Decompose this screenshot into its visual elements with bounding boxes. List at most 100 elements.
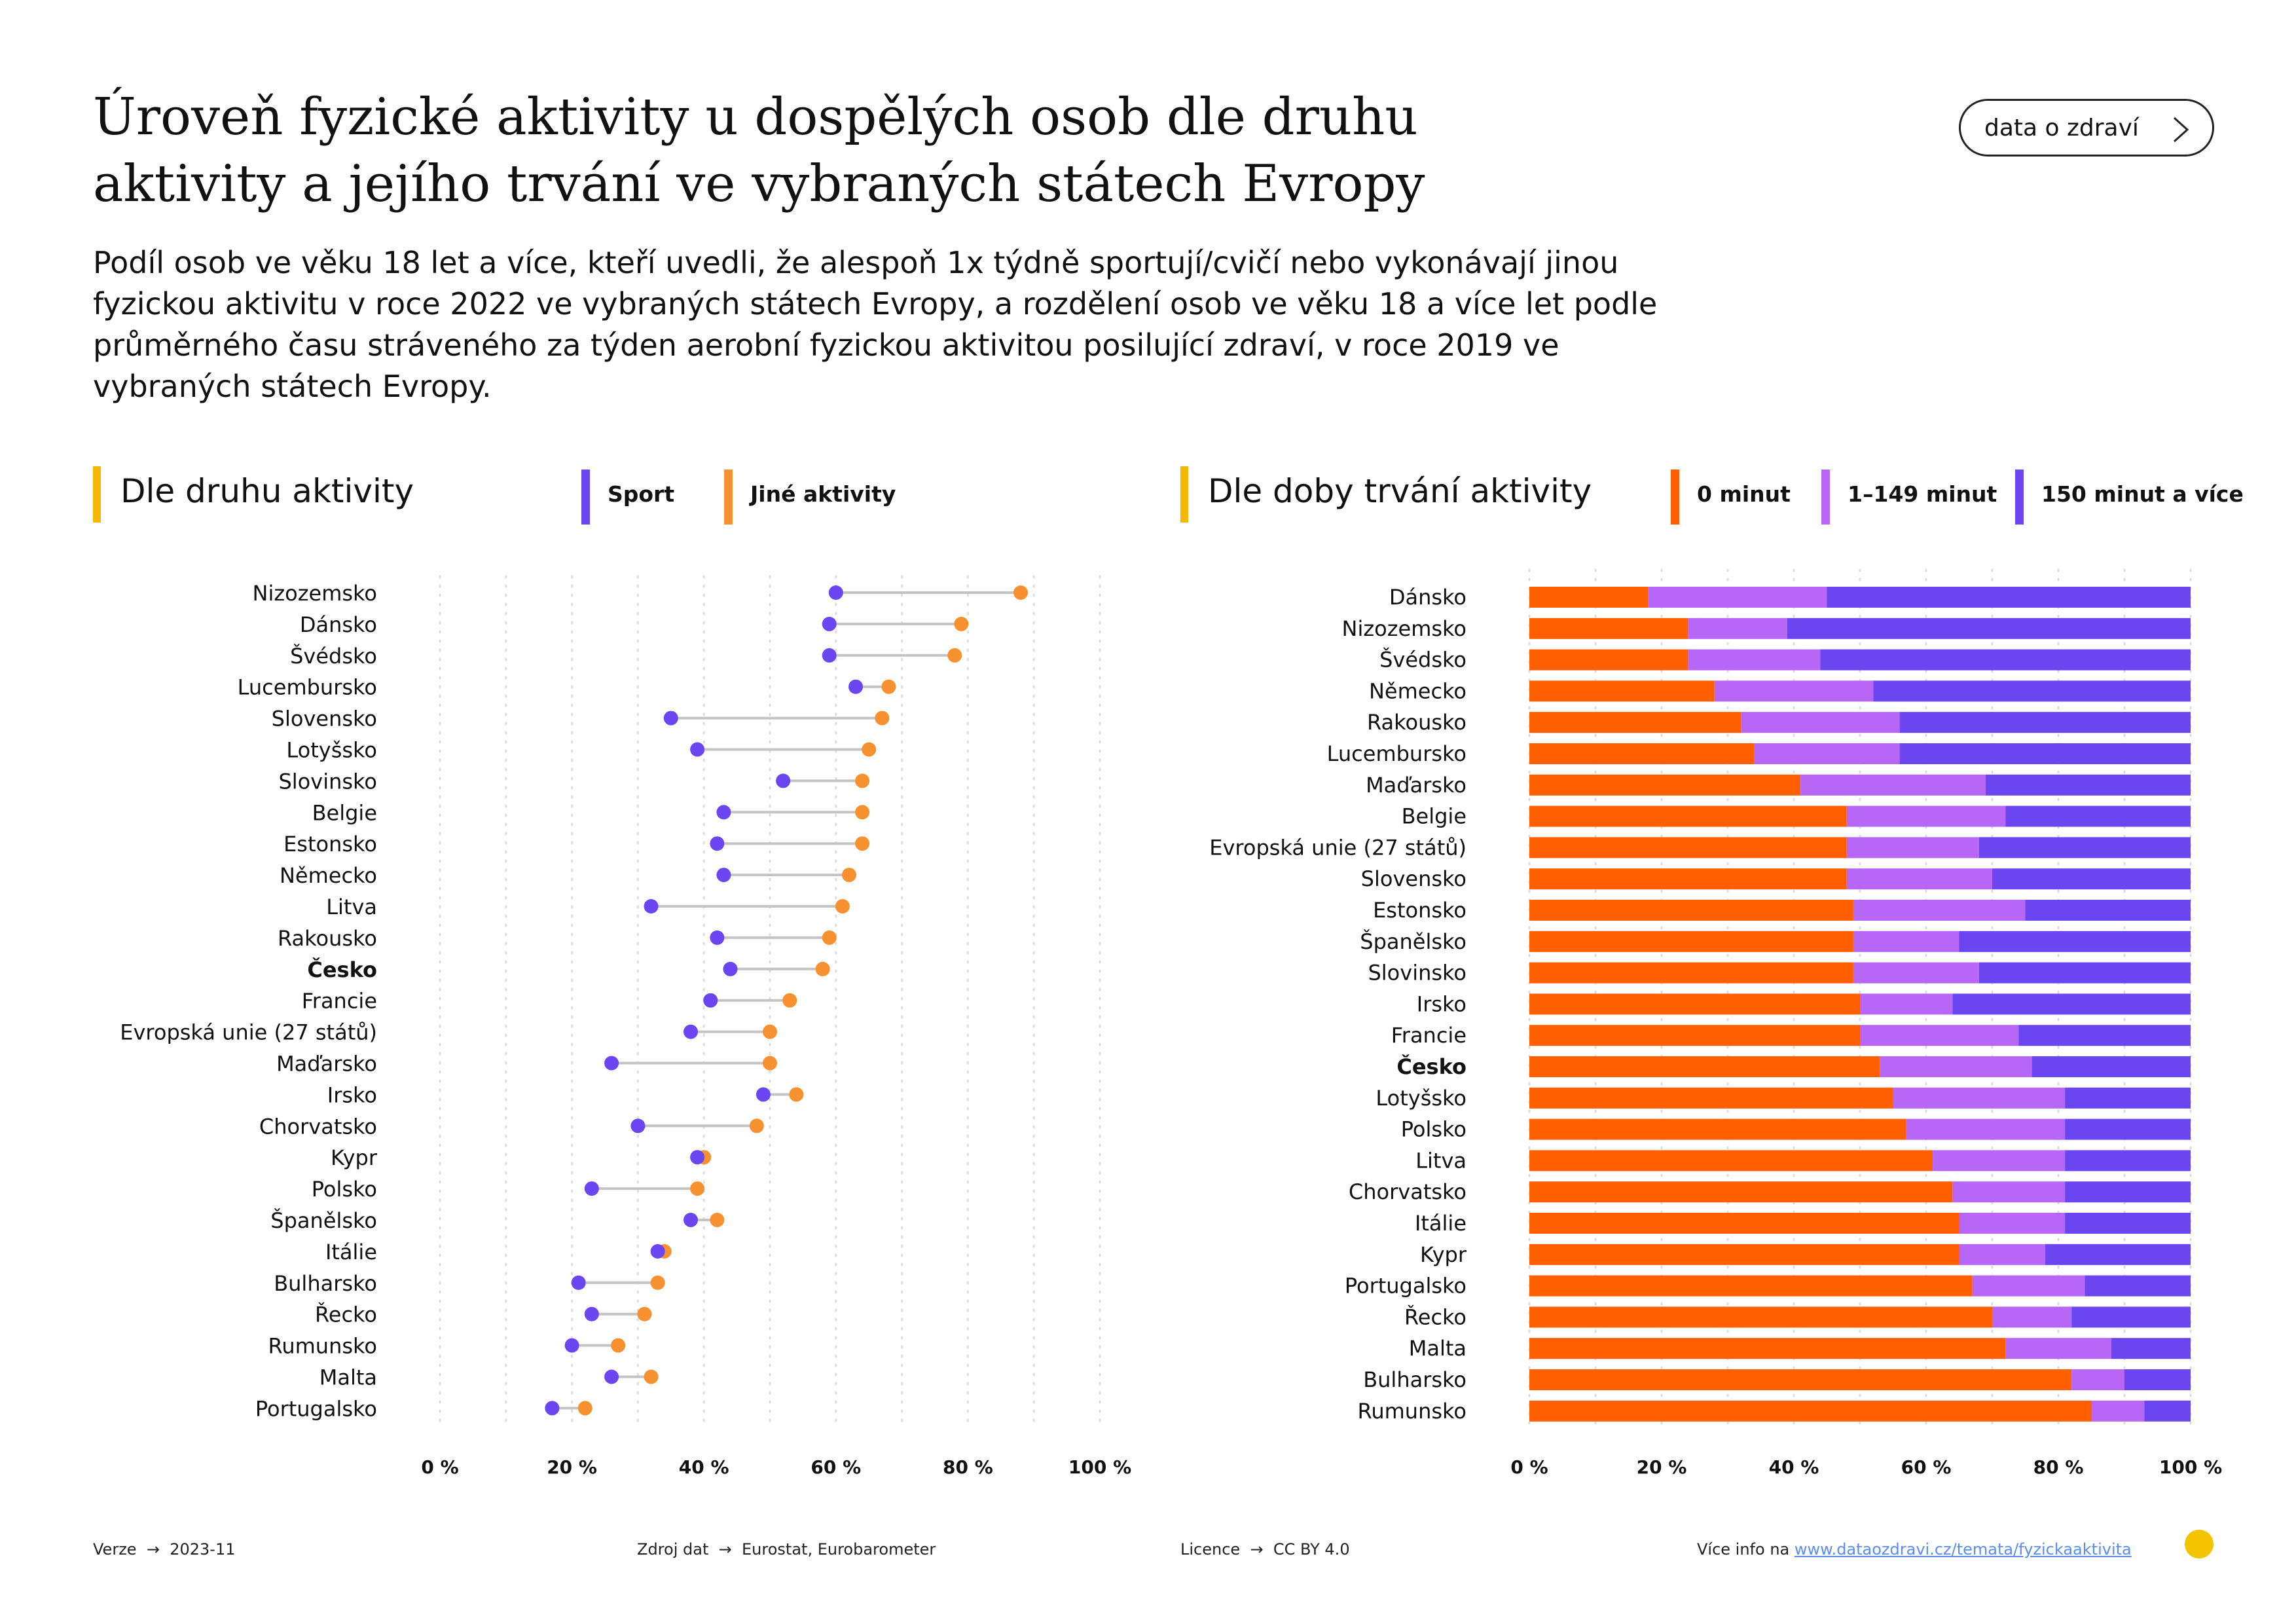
- chart1-category-label: Španělsko: [270, 1208, 377, 1233]
- legend-0min-label: 0 minut: [1697, 481, 1791, 507]
- chart2-bar-0min: [1529, 1306, 1992, 1328]
- chart1-point-sport: [571, 1275, 586, 1290]
- chart2-category-label: Polsko: [1401, 1117, 1467, 1142]
- chart1-category-label: Rakousko: [278, 926, 377, 951]
- chart2-category-label: Švédsko: [1379, 647, 1467, 673]
- legend-sport-label: Sport: [608, 481, 675, 507]
- chart1-point-sport: [756, 1087, 771, 1102]
- chart2-bar-1-149min: [1714, 680, 1874, 702]
- chart1-point-other: [954, 616, 969, 631]
- chart1-point-sport: [716, 805, 731, 820]
- chart1-point-other: [815, 961, 830, 976]
- chart2-category-label: Portugalsko: [1345, 1274, 1467, 1299]
- chart1-point-sport: [683, 1213, 699, 1227]
- chart1-point-sport: [545, 1401, 560, 1416]
- footer-license: Licence → CC BY 4.0: [1180, 1540, 1350, 1559]
- chart1-point-other: [947, 648, 962, 663]
- footer-more-link[interactable]: www.dataozdravi.cz/temata/fyzickaaktivit…: [1794, 1540, 2132, 1559]
- chart1-category-label: Francie: [302, 989, 377, 1014]
- chart2-bar-0min: [1529, 837, 1847, 858]
- chart2-bar-0min: [1529, 805, 1847, 827]
- chart2-bar-0min: [1529, 1056, 1880, 1077]
- chart1-point-other: [710, 1213, 725, 1227]
- chart2-bar-1-149min: [1906, 1118, 2066, 1140]
- chart2-category-label: Irsko: [1417, 991, 1467, 1016]
- chart2-category-label: Lucembursko: [1327, 741, 1467, 766]
- chart1-category-label: Řecko: [315, 1302, 377, 1327]
- chart2-bar-150min: [2124, 1369, 2191, 1390]
- page-subtitle: Podíl osob ve věku 18 let a více, kteří …: [93, 245, 1658, 404]
- chart2-bar-1-149min: [1959, 1244, 2045, 1265]
- chart2-bar-1-149min: [1992, 1306, 2072, 1328]
- chart1-x-tick: 20 %: [547, 1456, 597, 1478]
- footer-license-label: Licence: [1180, 1540, 1241, 1559]
- chart1-category-label: Irsko: [327, 1082, 377, 1107]
- chart1-category-label: Švédsko: [290, 643, 377, 669]
- chart2-bar-0min: [1529, 1118, 1906, 1140]
- legend-150min: 150 minut a více: [2015, 470, 2244, 525]
- footer-license-value: CC BY 4.0: [1273, 1540, 1350, 1559]
- chart1-x-tick: 60 %: [811, 1456, 861, 1478]
- chart1-point-sport: [828, 585, 843, 600]
- legend-sport: Sport: [581, 470, 675, 525]
- chart1-point-sport: [822, 616, 837, 631]
- arrow-right-icon: →: [1245, 1540, 1269, 1559]
- data-o-zdravi-button[interactable]: data o zdraví: [1959, 99, 2214, 157]
- chart2-category-label: Nizozemsko: [1342, 616, 1467, 641]
- chart1-category-label: Bulharsko: [274, 1271, 377, 1296]
- chart1-point-other: [841, 868, 856, 883]
- chart2-bar-1-149min: [1972, 1275, 2085, 1297]
- chart2-bar-0min: [1529, 649, 1688, 671]
- chart2-bar-1-149min: [1846, 868, 1992, 890]
- chart1-category-label: Rumunsko: [268, 1334, 377, 1359]
- chart1-point-other: [650, 1275, 665, 1290]
- chart2-bar-150min: [2065, 1150, 2191, 1172]
- chart1-point-sport: [650, 1244, 665, 1259]
- chart2-bar-0min: [1529, 774, 1801, 796]
- chart2-category-label: Německo: [1369, 678, 1467, 703]
- chevron-right-icon: [2173, 117, 2189, 143]
- legend-other-swatch: [724, 470, 733, 525]
- chart2-bar-1-149min: [1959, 1213, 2066, 1234]
- chart2-bar-150min: [2071, 1306, 2191, 1328]
- chart2-bar-0min: [1529, 743, 1755, 764]
- chart2-category-label: Itálie: [1415, 1211, 1467, 1236]
- chart1-point-sport: [584, 1306, 599, 1321]
- chart2-category-label: Česko: [1396, 1054, 1467, 1079]
- chart2-bar-150min: [2045, 1244, 2191, 1265]
- chart2-bar-1-149min: [1846, 805, 2006, 827]
- chart1-point-other: [881, 679, 896, 694]
- chart1-point-sport: [848, 679, 864, 694]
- chart2-bar-150min: [1787, 618, 2191, 639]
- chart2-bar-150min: [1992, 868, 2191, 890]
- chart1-category-label: Belgie: [312, 800, 377, 825]
- chart2-bar-1-149min: [1893, 1087, 2066, 1109]
- chart2-category-label: Malta: [1409, 1336, 1467, 1361]
- chart2-category-label: Řecko: [1404, 1304, 1467, 1329]
- legend-other-label: Jiné aktivity: [750, 481, 896, 507]
- footer-more-label: Více info na: [1697, 1540, 1790, 1559]
- legend-other: Jiné aktivity: [724, 470, 896, 525]
- chart1-category-label: Kypr: [331, 1145, 378, 1170]
- chart1-point-sport: [683, 1024, 699, 1039]
- chart2-x-tick: 0 %: [1510, 1456, 1548, 1478]
- chart1-category-label: Portugalsko: [255, 1396, 377, 1421]
- chart2-bar-150min: [2144, 1400, 2191, 1422]
- chart1-title: Dle druhu aktivity: [93, 466, 414, 523]
- legend-150min-swatch: [2015, 470, 2024, 525]
- chart2-bar-150min: [1985, 774, 2191, 796]
- chart1-point-other: [1013, 585, 1029, 600]
- chart2-bar-0min: [1529, 587, 1649, 608]
- chart2-x-tick: 20 %: [1637, 1456, 1687, 1478]
- chart2-x-tick: 80 %: [2033, 1456, 2084, 1478]
- chart1-category-label: Chorvatsko: [259, 1114, 377, 1139]
- chart1-x-tick: 100 %: [1068, 1456, 1131, 1478]
- dataozdravi-logo-icon: [2185, 1530, 2214, 1559]
- chart2-bar-0min: [1529, 931, 1853, 952]
- chart1-point-other: [749, 1118, 764, 1134]
- chart1-point-other: [577, 1401, 592, 1416]
- legend-1-149min: 1–149 minut: [1821, 470, 1997, 525]
- chart2-bar-0min: [1529, 1025, 1860, 1046]
- chart2-title: Dle doby trvání aktivity: [1180, 466, 1592, 523]
